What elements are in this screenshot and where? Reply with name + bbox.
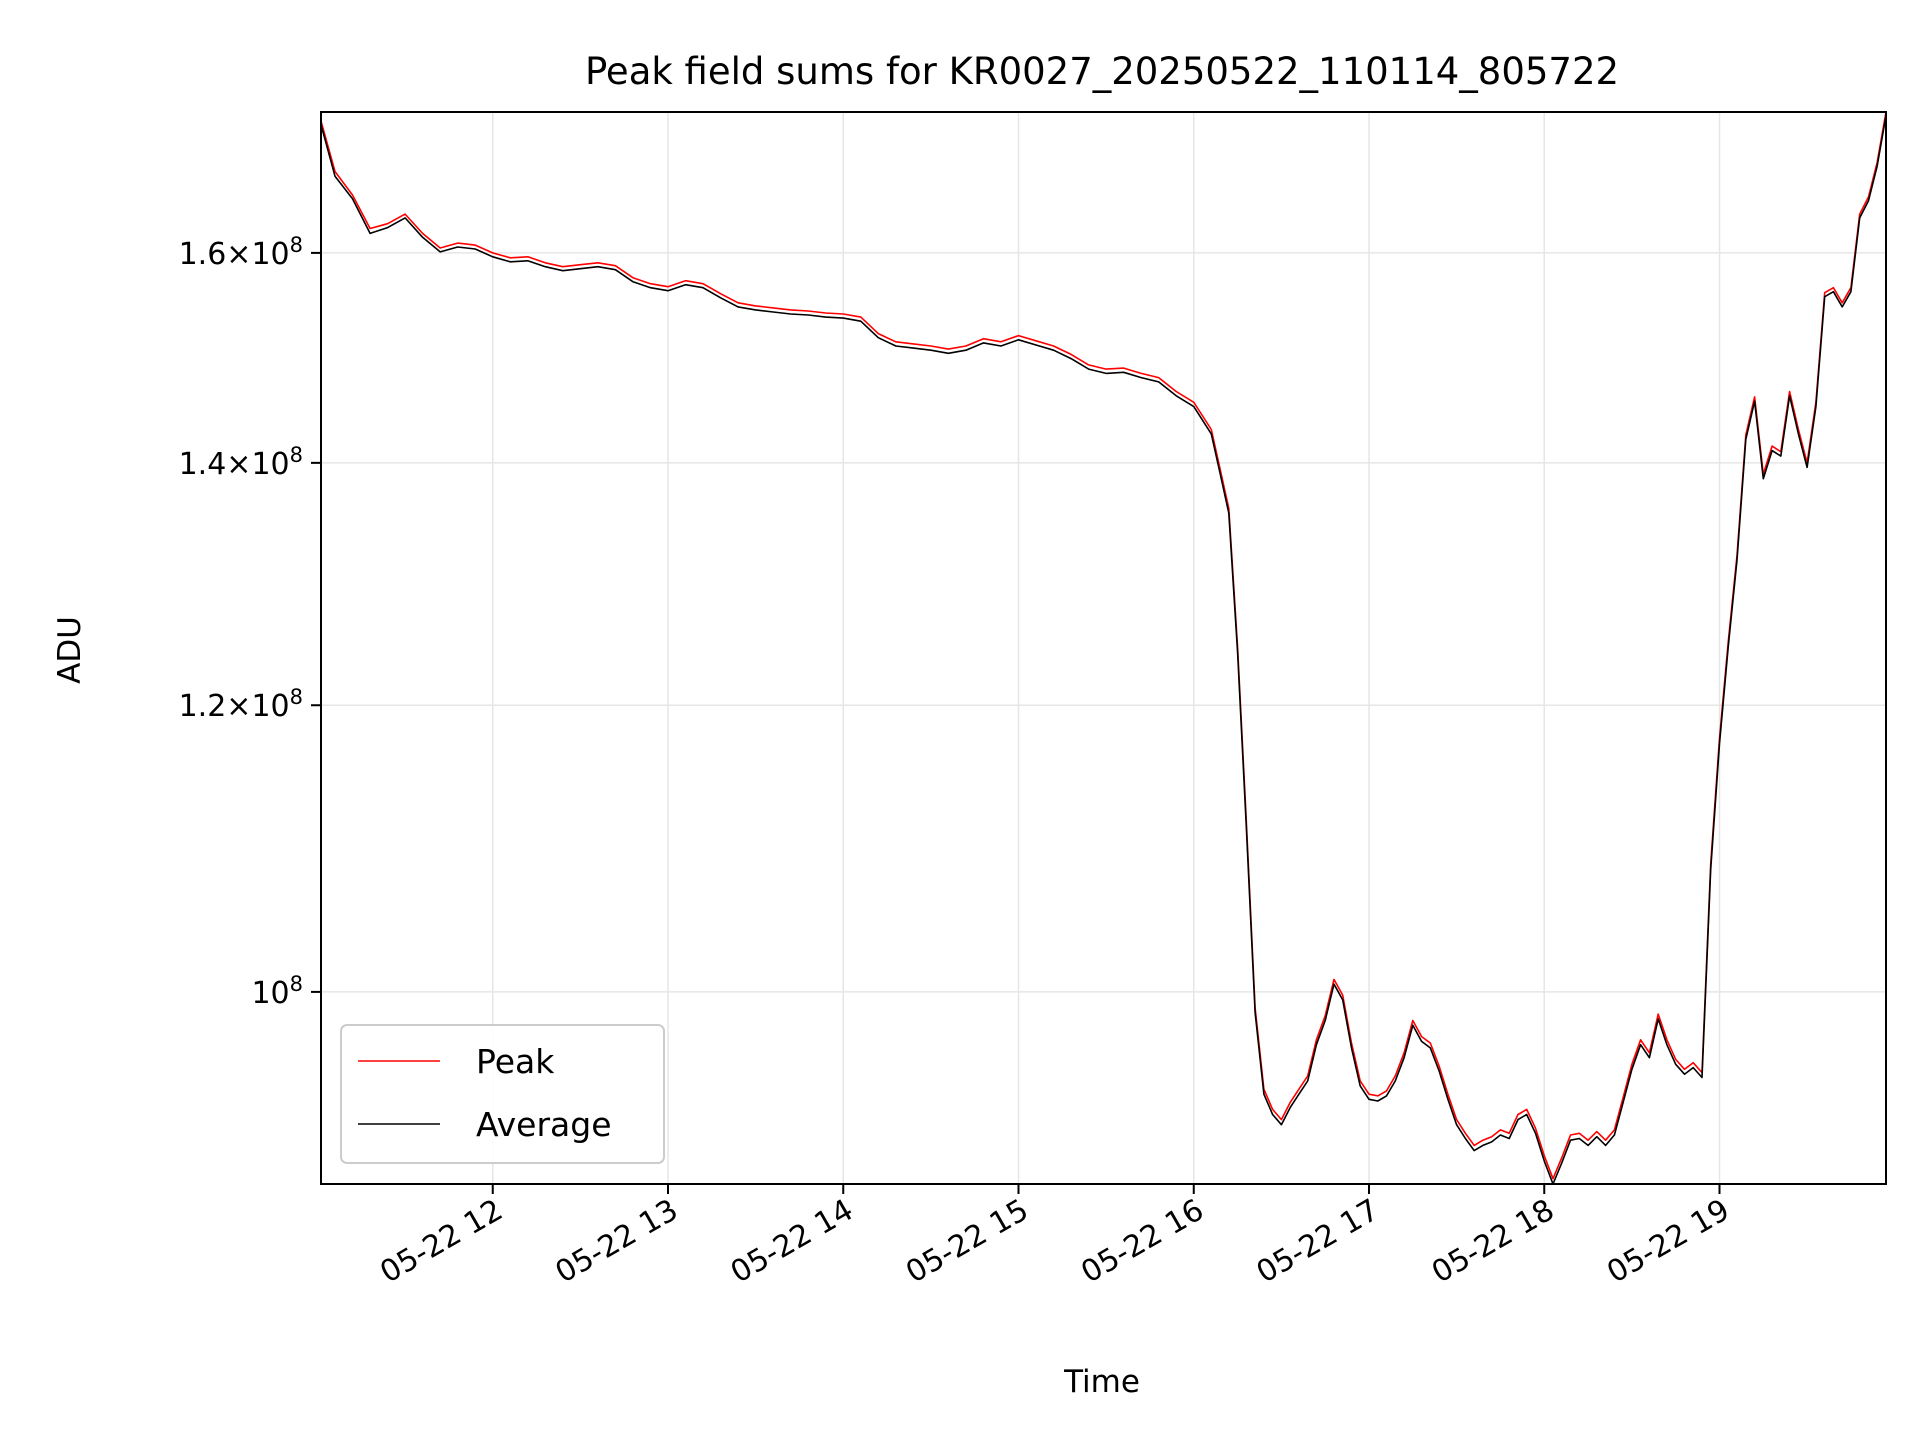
y-tick-label: 1.6×108 bbox=[179, 233, 303, 272]
plot-area bbox=[321, 112, 1886, 1184]
chart-title: Peak field sums for KR0027_20250522_1101… bbox=[585, 50, 1619, 93]
series-line-average bbox=[320, 115, 1887, 1185]
x-axis-label: Time bbox=[1063, 1364, 1140, 1400]
y-axis-ticks: 108 1.2×108 1.4×108 1.6×108 bbox=[179, 233, 321, 1011]
legend-box bbox=[340, 1024, 665, 1164]
y-axis-label: ADU bbox=[52, 616, 88, 684]
legend-label-peak: Peak bbox=[476, 1042, 555, 1081]
series-layer bbox=[320, 111, 1887, 1185]
y-tick-label: 1.4×108 bbox=[179, 443, 303, 482]
y-tick-label: 1.2×108 bbox=[179, 685, 303, 724]
grid bbox=[321, 112, 1886, 1184]
legend-label-average: Average bbox=[476, 1105, 612, 1144]
plot-frame bbox=[320, 111, 1887, 1185]
y-tick-label: 108 bbox=[251, 972, 303, 1011]
series-line-peak bbox=[320, 111, 1887, 1180]
legend: Peak Average bbox=[340, 1024, 665, 1164]
